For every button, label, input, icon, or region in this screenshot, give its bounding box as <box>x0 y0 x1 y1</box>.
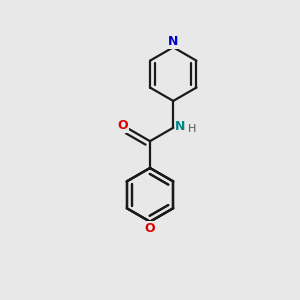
Text: N: N <box>168 35 178 48</box>
Text: O: O <box>145 222 155 235</box>
Text: O: O <box>117 118 128 132</box>
Text: H: H <box>188 124 196 134</box>
Text: N: N <box>175 120 186 133</box>
